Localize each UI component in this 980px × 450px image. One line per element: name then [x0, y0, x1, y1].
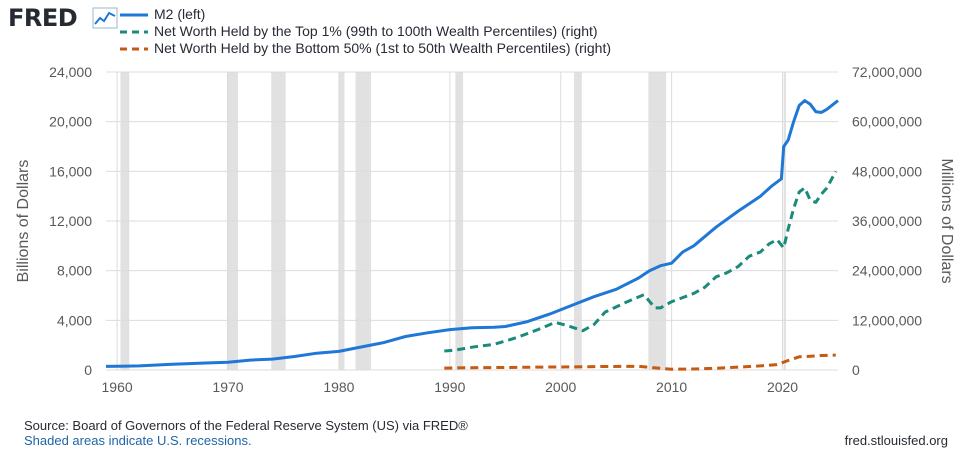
series-line-top1: [444, 170, 838, 353]
y-tick-label-left: 20,000: [49, 114, 92, 130]
y-tick-label-right: 48,000,000: [852, 163, 922, 179]
series-line-m2: [105, 99, 839, 368]
y-tick-label-left: 12,000: [49, 213, 92, 229]
y-tick-label-right: 36,000,000: [852, 213, 922, 229]
series-line-bottom50: [444, 353, 836, 371]
legend-item-m2: M2 (left): [120, 6, 611, 23]
x-tick-label: 1980: [323, 379, 354, 395]
legend-item-top1: Net Worth Held by the Top 1% (99th to 10…: [120, 23, 611, 40]
x-tick-label: 1990: [434, 379, 465, 395]
y-tick-label-right: 12,000,000: [852, 312, 922, 328]
x-tick-label: 1970: [212, 379, 243, 395]
x-tick-label: 1960: [102, 379, 133, 395]
y-tick-label-left: 16,000: [49, 163, 92, 179]
legend-item-bottom50: Net Worth Held by the Bottom 50% (1st to…: [120, 40, 611, 57]
y-tick-label-right: 72,000,000: [852, 64, 922, 80]
y-tick-label-left: 0: [84, 362, 92, 378]
y-tick-label-right: 60,000,000: [852, 114, 922, 130]
y-tick-label-left: 4,000: [57, 312, 92, 328]
legend-label-m2: M2 (left): [154, 6, 206, 22]
recession-note[interactable]: Shaded areas indicate U.S. recessions.: [24, 433, 252, 448]
x-tick-label: 2000: [545, 379, 576, 395]
site-link[interactable]: fred.stlouisfed.org: [844, 433, 948, 448]
y-axis-title-right: Millions of Dollars: [938, 158, 955, 283]
y-tick-label-right: 24,000,000: [852, 263, 922, 279]
legend-swatch-top1: [120, 30, 148, 33]
y-tick-label-left: 24,000: [49, 64, 92, 80]
x-tick-label: 2020: [767, 379, 798, 395]
legend-swatch-m2: [120, 13, 148, 16]
y-axis-title-left: Billions of Dollars: [15, 160, 32, 283]
x-tick-label: 2010: [656, 379, 687, 395]
y-tick-label-left: 8,000: [57, 263, 92, 279]
source-note: Source: Board of Governors of the Federa…: [24, 418, 468, 433]
legend-label-bottom50: Net Worth Held by the Bottom 50% (1st to…: [154, 40, 612, 56]
chart-line-icon: [92, 7, 118, 29]
fred-logo[interactable]: FRED: [8, 4, 78, 32]
legend: M2 (left) Net Worth Held by the Top 1% (…: [120, 6, 611, 57]
legend-swatch-bottom50: [120, 47, 148, 50]
y-tick-label-right: 0: [852, 362, 860, 378]
legend-label-top1: Net Worth Held by the Top 1% (99th to 10…: [154, 23, 598, 39]
